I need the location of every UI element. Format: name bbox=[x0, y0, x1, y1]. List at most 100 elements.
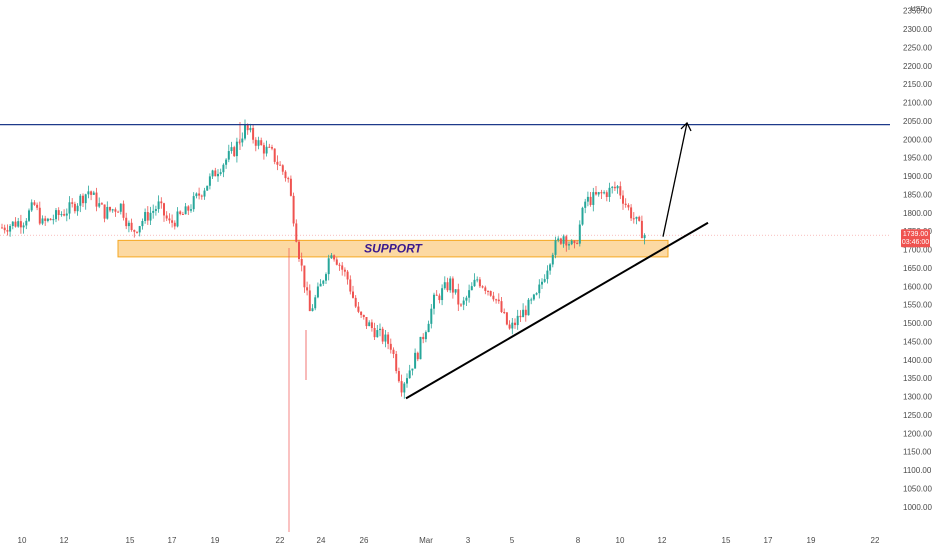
candle-body bbox=[222, 164, 225, 173]
candle-body bbox=[465, 297, 468, 301]
candle-body bbox=[532, 294, 535, 300]
candle-body bbox=[144, 212, 147, 221]
candle-body bbox=[568, 244, 570, 246]
candle-body bbox=[154, 209, 157, 211]
candle-body bbox=[141, 220, 144, 227]
candle-body bbox=[592, 192, 595, 205]
candle-body bbox=[408, 370, 411, 379]
candle-body bbox=[338, 264, 341, 266]
candle-body bbox=[354, 297, 357, 307]
candle-body bbox=[605, 192, 608, 198]
candle-body bbox=[157, 201, 160, 210]
candle-body bbox=[235, 141, 238, 157]
candle-body bbox=[622, 195, 624, 204]
candle-body bbox=[395, 353, 398, 372]
candle-body bbox=[468, 290, 471, 298]
candle-body bbox=[1, 227, 3, 229]
candle-body bbox=[603, 192, 606, 194]
y-tick-label: 1450.00 bbox=[903, 337, 932, 346]
candle-body bbox=[589, 196, 592, 205]
y-tick-label: 1850.00 bbox=[903, 190, 932, 199]
candle-body bbox=[481, 286, 484, 288]
candle-body bbox=[60, 214, 63, 216]
candle-body bbox=[435, 294, 438, 296]
candle-body bbox=[119, 203, 122, 212]
candle-body bbox=[314, 297, 317, 309]
candle-body bbox=[411, 368, 414, 371]
candle-body bbox=[149, 212, 152, 221]
candle-body bbox=[365, 317, 368, 327]
candle-body bbox=[171, 220, 174, 223]
candle-body bbox=[273, 148, 276, 162]
candle-body bbox=[559, 238, 562, 244]
candle-body bbox=[433, 294, 435, 309]
candle-body bbox=[225, 159, 228, 165]
candle-body bbox=[111, 209, 114, 211]
candle-body bbox=[179, 211, 182, 215]
countdown-label: 03:46:00 bbox=[902, 239, 929, 246]
candle-body bbox=[133, 229, 136, 232]
candle-body bbox=[28, 210, 30, 221]
x-tick-label: 17 bbox=[764, 536, 773, 545]
candle-body bbox=[635, 216, 638, 219]
candle-body bbox=[387, 334, 390, 344]
candle-body bbox=[543, 279, 546, 282]
candle-body bbox=[76, 205, 79, 212]
x-tick-label: Mar bbox=[419, 536, 433, 545]
candle-body bbox=[84, 194, 87, 204]
candle-body bbox=[11, 221, 14, 226]
candle-body bbox=[265, 146, 268, 154]
candle-body bbox=[478, 279, 481, 287]
candle-body bbox=[616, 186, 619, 189]
trendline bbox=[405, 221, 709, 400]
x-tick-label: 19 bbox=[807, 536, 816, 545]
candle-body bbox=[397, 371, 400, 382]
x-tick-label: 3 bbox=[466, 536, 471, 545]
candle-body bbox=[446, 282, 449, 291]
y-tick-label: 1150.00 bbox=[903, 448, 932, 457]
candle-body bbox=[168, 218, 171, 221]
candle-body bbox=[330, 255, 333, 259]
candle-body bbox=[46, 218, 49, 221]
candle-body bbox=[65, 213, 68, 216]
candle-body bbox=[203, 190, 206, 197]
candle-body bbox=[316, 286, 319, 298]
candle-body bbox=[570, 240, 573, 245]
candle-body bbox=[597, 192, 600, 195]
candle-body bbox=[295, 223, 298, 242]
candle-body bbox=[538, 284, 541, 294]
candle-body bbox=[49, 218, 52, 221]
candle-body bbox=[206, 185, 209, 191]
x-tick-label: 12 bbox=[658, 536, 667, 545]
candle-body bbox=[638, 216, 641, 221]
y-tick-label: 2150.00 bbox=[903, 80, 932, 89]
y-tick-label: 1000.00 bbox=[903, 503, 932, 512]
candle-body bbox=[611, 186, 614, 188]
candle-body bbox=[430, 308, 433, 324]
candle-body bbox=[476, 279, 479, 281]
candle-body bbox=[19, 221, 22, 228]
currency-label: USD bbox=[911, 6, 926, 13]
candle-body bbox=[438, 295, 441, 301]
candle-body bbox=[562, 236, 565, 244]
x-tick-label: 10 bbox=[616, 536, 625, 545]
candle-body bbox=[92, 192, 95, 195]
y-tick-label: 1900.00 bbox=[903, 172, 932, 181]
candle-body bbox=[454, 289, 457, 293]
x-tick-label: 26 bbox=[360, 536, 369, 545]
x-tick-label: 15 bbox=[126, 536, 135, 545]
candle-body bbox=[271, 147, 273, 149]
candle-body bbox=[457, 289, 460, 305]
candle-body bbox=[9, 225, 12, 232]
y-tick-label: 1200.00 bbox=[903, 429, 932, 438]
candle-body bbox=[427, 323, 430, 333]
candle-body bbox=[349, 279, 352, 292]
candle-body bbox=[200, 195, 203, 197]
candle-body bbox=[252, 127, 255, 140]
candle-body bbox=[322, 280, 325, 284]
y-tick-label: 2350.00 bbox=[903, 7, 932, 16]
candle-body bbox=[460, 304, 462, 306]
candle-body bbox=[627, 204, 630, 208]
